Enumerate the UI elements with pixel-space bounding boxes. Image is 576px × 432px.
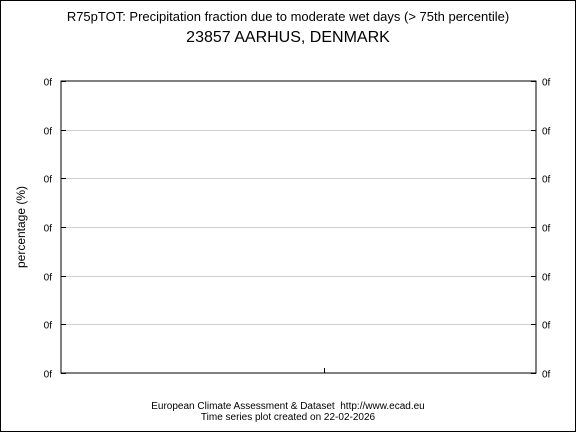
ticks bbox=[61, 81, 536, 374]
footer: European Climate Assessment & Dataset ht… bbox=[1, 401, 575, 423]
chart-subtitle: 23857 AARHUS, DENMARK bbox=[186, 29, 390, 46]
y-tick-label-left: 0f bbox=[44, 370, 53, 381]
tick-labels: 0f 0f 0f 0f 0f 0f 0f 0f 0f 0f 0f 0f 0f 0f bbox=[44, 78, 551, 381]
y-tick-label-right: 0f bbox=[542, 321, 551, 332]
y-tick-label-right: 0f bbox=[542, 127, 551, 138]
grid-lines bbox=[61, 130, 536, 325]
y-tick-label-right: 0f bbox=[542, 224, 551, 235]
y-tick-label-left: 0f bbox=[44, 127, 53, 138]
y-tick-label-left: 0f bbox=[44, 273, 53, 284]
y-tick-label-right: 0f bbox=[542, 175, 551, 186]
chart-title: R75pTOT: Precipitation fraction due to m… bbox=[66, 9, 510, 24]
footer-created: Time series plot created on 22-02-2026 bbox=[200, 412, 376, 423]
y-tick-label-right: 0f bbox=[542, 78, 551, 89]
footer-credit: European Climate Assessment & Dataset ht… bbox=[151, 401, 425, 412]
y-tick-label-left: 0f bbox=[44, 78, 53, 89]
y-tick-label-right: 0f bbox=[542, 370, 551, 381]
y-tick-label-left: 0f bbox=[44, 224, 53, 235]
y-axis-label: percentage (%) bbox=[14, 186, 28, 268]
y-tick-label-left: 0f bbox=[44, 175, 53, 186]
y-tick-label-left: 0f bbox=[44, 321, 53, 332]
y-tick-label-right: 0f bbox=[542, 273, 551, 284]
